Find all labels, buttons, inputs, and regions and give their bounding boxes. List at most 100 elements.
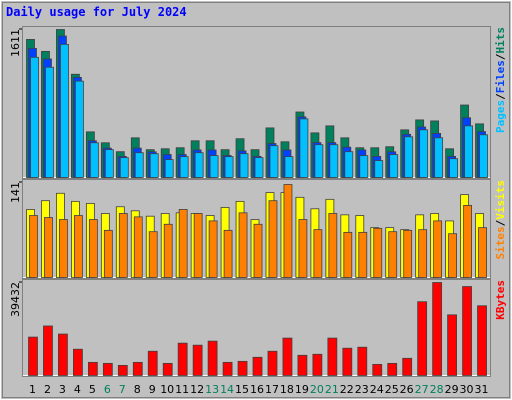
bar [177, 342, 188, 376]
bar [267, 350, 278, 376]
bar [372, 363, 383, 376]
bar [449, 158, 458, 178]
bar [299, 118, 309, 178]
bar [60, 43, 69, 178]
bar [298, 219, 308, 278]
bar [433, 220, 443, 278]
bar [223, 229, 233, 278]
bar [119, 157, 129, 178]
bar [178, 209, 188, 278]
x-tick-label: 24 [370, 383, 384, 396]
bar [387, 362, 398, 376]
bar [192, 344, 203, 376]
legend: Pages/Files/Hits [494, 27, 507, 133]
bar [87, 361, 98, 376]
bar [254, 157, 264, 178]
x-tick-label: 10 [160, 383, 174, 396]
bar [222, 361, 233, 376]
x-tick-label: 11 [175, 383, 189, 396]
bar [448, 233, 457, 278]
bar [75, 80, 84, 178]
bar [208, 220, 218, 278]
bar [329, 144, 339, 178]
bar [30, 56, 39, 178]
bar [59, 219, 68, 278]
legend-separator: / [494, 219, 507, 226]
bar [252, 356, 263, 376]
bar [313, 229, 323, 278]
bar [343, 231, 353, 278]
bar [359, 155, 369, 178]
x-tick-label: 15 [235, 383, 249, 396]
bar [148, 231, 158, 278]
bar [238, 212, 248, 278]
bar [73, 348, 83, 376]
x-tick-label: 6 [104, 383, 111, 396]
bar [194, 152, 204, 178]
bar [328, 213, 338, 278]
bar [133, 216, 143, 278]
bar [149, 153, 159, 178]
bar [477, 305, 487, 376]
x-tick-label: 22 [340, 383, 354, 396]
x-tick-label: 3 [59, 383, 66, 396]
bar [312, 353, 323, 376]
bar [102, 362, 113, 376]
bar [389, 154, 399, 178]
bar [268, 200, 278, 278]
x-tick-label: 19 [295, 383, 309, 396]
bar [179, 156, 189, 178]
bar [209, 155, 219, 178]
bar [43, 325, 53, 376]
x-tick-label: 25 [385, 383, 399, 396]
bar [28, 336, 38, 376]
bar [207, 340, 218, 376]
bar [88, 219, 98, 278]
x-tick-label: 17 [265, 383, 279, 396]
bar [284, 156, 294, 178]
bar [164, 159, 174, 178]
bar [132, 361, 143, 376]
bar [314, 144, 324, 178]
bar [404, 136, 414, 178]
legend-entry: Sites [494, 226, 507, 259]
x-tick-label: 31 [475, 383, 489, 396]
bar [44, 217, 53, 278]
x-tick-label: 27 [415, 383, 429, 396]
bar [89, 142, 99, 178]
x-tick-label: 23 [355, 383, 369, 396]
x-tick-label: 18 [280, 383, 294, 396]
x-tick-label: 9 [149, 383, 156, 396]
bar [388, 231, 398, 278]
bar [162, 362, 173, 376]
bar [147, 350, 158, 376]
y-tick-label: 39432 [9, 282, 22, 317]
bar [344, 151, 354, 178]
bar [118, 213, 128, 278]
bar [103, 229, 113, 278]
bar [463, 205, 472, 278]
x-tick-label: 13 [205, 383, 219, 396]
bar [117, 364, 128, 376]
x-tick-label: 14 [220, 383, 234, 396]
y-tick-label: 1611 [9, 29, 22, 57]
legend-entry: Visits [494, 180, 507, 220]
bar [432, 282, 443, 376]
x-tick-label: 2 [44, 383, 51, 396]
bar [237, 360, 248, 376]
bar [342, 347, 353, 376]
bar [373, 227, 383, 278]
bar [29, 215, 38, 278]
bar [419, 129, 429, 178]
bar [434, 137, 444, 178]
x-tick-label: 30 [460, 383, 474, 396]
legend-entry: Hits [494, 27, 507, 54]
bar [464, 125, 473, 178]
bar [104, 149, 114, 178]
bar [374, 160, 384, 178]
bar [402, 357, 413, 376]
legend-entry: KBytes [494, 280, 507, 320]
bar [403, 229, 413, 278]
x-tick-label: 26 [400, 383, 414, 396]
